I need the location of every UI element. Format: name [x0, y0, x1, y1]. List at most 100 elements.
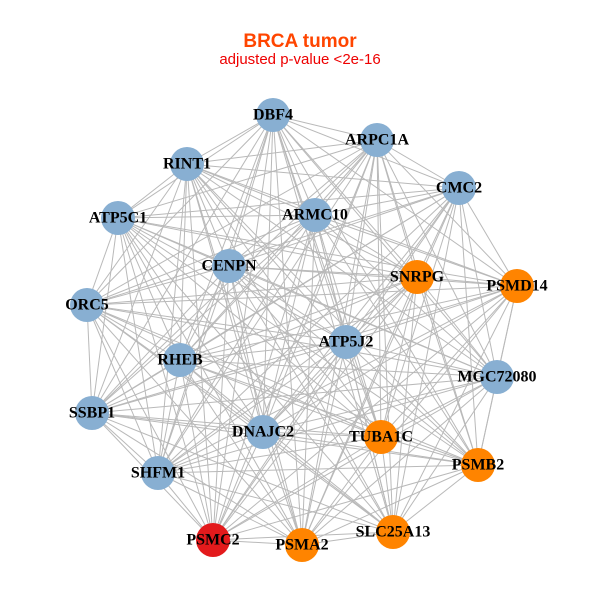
edge — [186, 163, 460, 189]
edge — [392, 285, 518, 533]
node-ATP5J2 — [329, 325, 363, 359]
edge — [86, 304, 479, 466]
node-ATP5C1 — [101, 201, 135, 235]
edge — [91, 276, 418, 414]
edge — [262, 431, 394, 533]
edge — [117, 217, 382, 438]
node-label: RHEB — [157, 352, 203, 369]
node-SHFM1 — [141, 456, 175, 490]
edge — [272, 114, 479, 466]
edge — [86, 114, 274, 306]
edge — [179, 265, 230, 361]
edge — [157, 472, 303, 546]
node-label: CENPN — [201, 258, 257, 275]
edge — [91, 187, 460, 414]
edge — [228, 265, 518, 287]
edge — [212, 376, 498, 541]
edge — [228, 265, 382, 438]
edge — [157, 431, 264, 474]
edge — [392, 276, 418, 533]
edge — [157, 464, 479, 474]
edge — [228, 265, 394, 533]
edge — [179, 359, 394, 533]
edge — [86, 163, 188, 306]
edge — [392, 464, 479, 533]
node-label: PSMB2 — [452, 457, 504, 474]
edge — [314, 214, 518, 287]
edge — [86, 304, 159, 474]
edge — [117, 214, 316, 219]
edge — [186, 163, 479, 466]
node-DBF4 — [256, 98, 290, 132]
node-label: DBF4 — [253, 107, 293, 124]
edge — [91, 285, 518, 414]
edge — [212, 436, 382, 541]
node-PSMA2 — [285, 528, 319, 562]
labels-layer: DBF4 ARPC1A RINT1 CMC2 ATP5C1 ARMC10 CENPN SNRP… — [65, 107, 547, 554]
edge — [91, 341, 347, 414]
edge — [86, 285, 518, 306]
edge — [86, 304, 181, 361]
edge — [86, 304, 93, 414]
edge — [262, 214, 316, 433]
node-label: RINT1 — [163, 156, 211, 173]
edge — [157, 359, 181, 474]
edge — [301, 464, 479, 546]
edge — [262, 376, 498, 433]
edge — [117, 217, 479, 466]
edge — [117, 217, 394, 533]
node-CMC2 — [442, 171, 476, 205]
edge — [301, 436, 382, 546]
edge — [345, 139, 378, 343]
node-SLC25A13 — [376, 515, 410, 549]
nodes-layer — [70, 98, 534, 562]
node-PSMC2 — [196, 523, 230, 557]
edge — [228, 265, 347, 343]
edge — [212, 464, 479, 541]
edge — [117, 217, 418, 278]
edge — [376, 139, 394, 533]
edge — [91, 412, 382, 438]
edge — [212, 276, 418, 541]
node-label: MGC72080 — [457, 369, 536, 386]
edge — [86, 304, 498, 378]
node-ARPC1A — [360, 123, 394, 157]
node-label: SNRPG — [390, 269, 445, 286]
edge — [262, 341, 347, 433]
edge — [314, 187, 460, 216]
edge — [186, 163, 230, 267]
node-label: TUBA1C — [349, 429, 413, 446]
edge — [345, 341, 498, 378]
plot-subtitle: adjusted p-value <2e-16 — [219, 51, 380, 68]
node-label: SHFM1 — [131, 465, 185, 482]
node-label: ARMC10 — [282, 207, 348, 224]
edge — [314, 214, 479, 466]
node-SNRPG — [400, 260, 434, 294]
node-label: ARPC1A — [345, 132, 409, 149]
node-label: SSBP1 — [69, 405, 115, 422]
edge — [228, 265, 479, 466]
node-TUBA1C — [364, 420, 398, 454]
node-label: ATP5C1 — [89, 210, 147, 227]
edge — [179, 285, 518, 361]
edge — [91, 412, 394, 533]
plot-title: BRCA tumor — [243, 31, 357, 52]
edge — [179, 163, 188, 361]
edge — [179, 359, 479, 466]
edge — [212, 341, 347, 541]
edge — [345, 187, 460, 343]
edge — [380, 285, 518, 438]
edge — [117, 217, 303, 546]
node-label: PSMA2 — [275, 537, 328, 554]
edge — [157, 472, 394, 533]
edge — [458, 187, 518, 287]
edge — [86, 187, 460, 306]
node-label: CMC2 — [436, 180, 482, 197]
edge — [117, 187, 460, 219]
edge — [91, 412, 264, 433]
node-label: PSMC2 — [186, 532, 239, 549]
edge — [345, 341, 479, 466]
edge — [380, 376, 498, 438]
edge — [86, 265, 230, 306]
node-RINT1 — [170, 147, 204, 181]
